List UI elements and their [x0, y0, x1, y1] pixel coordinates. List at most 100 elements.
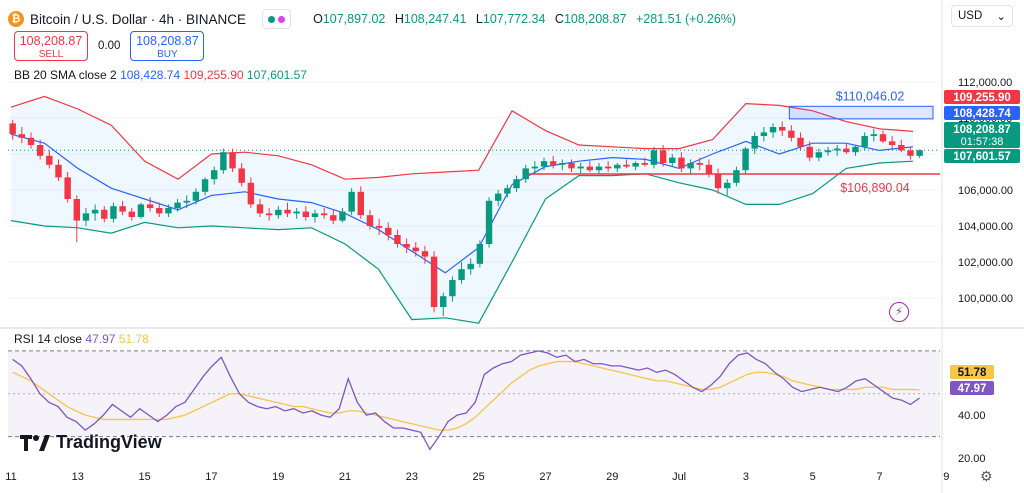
x-tick-label: 13 [72, 471, 84, 483]
candle [293, 208, 300, 219]
candle-body [458, 269, 465, 280]
tv-logo-icon [20, 434, 50, 451]
candle-body [669, 157, 676, 163]
x-tick-label: 17 [205, 471, 217, 483]
candle [9, 119, 16, 140]
candle-body [247, 182, 255, 205]
candle [211, 166, 218, 185]
candle [128, 208, 135, 221]
chart-header: ₿ Bitcoin / U.S. Dollar · 4h · BINANCE O… [8, 9, 742, 29]
candle [357, 186, 364, 219]
rsi-y-tick-label: 20.00 [958, 453, 986, 465]
candle [284, 202, 291, 217]
candle [449, 276, 456, 302]
candle [650, 146, 658, 169]
rsi-y-tick-label: 40.00 [958, 410, 986, 422]
candle-body [73, 199, 81, 221]
rsi-ma-line [12, 360, 920, 431]
candle [430, 251, 438, 313]
candle-body [632, 163, 639, 167]
candle-body [678, 157, 685, 169]
y-tick-label: 106,000.00 [958, 185, 1013, 197]
resistance-box [788, 105, 934, 120]
symbol-title[interactable]: Bitcoin / U.S. Dollar · 4h · BINANCE [30, 11, 247, 27]
candle [119, 200, 126, 216]
candle [778, 121, 786, 136]
candle [549, 155, 557, 169]
bb-legend[interactable]: BB 20 SMA close 2 108,428.74 109,255.90 … [14, 68, 307, 82]
rsi-axis-label-text: 47.97 [958, 383, 987, 395]
buy-button[interactable]: 108,208.87 BUY [130, 31, 205, 61]
candle [110, 202, 117, 223]
candle-body [724, 182, 731, 189]
candle-body [888, 141, 896, 145]
candle [513, 175, 520, 192]
price-axis-label-text: 108,428.74 [953, 108, 1011, 120]
x-tick-label: 29 [606, 471, 618, 483]
candle-body [91, 209, 99, 214]
candle [82, 208, 90, 226]
rsi-axis-label-text: 51.78 [958, 367, 987, 379]
candle-body [522, 168, 529, 180]
candle [46, 150, 53, 169]
settings-icon[interactable]: ⚙ [980, 468, 993, 484]
candle-body [449, 280, 456, 297]
candle [604, 161, 612, 172]
candle [412, 242, 419, 257]
candle [879, 130, 887, 144]
candle-body [183, 200, 190, 203]
candle [705, 159, 713, 178]
candle [440, 292, 447, 316]
candle [659, 145, 667, 167]
candle-body [55, 164, 62, 178]
candle [714, 168, 722, 194]
chevron-down-icon: ⌄ [996, 11, 1006, 23]
candle-body [769, 127, 777, 133]
candle-body [394, 235, 401, 244]
candle-body [861, 136, 868, 147]
candle [852, 145, 859, 156]
candle [907, 146, 914, 160]
candle-body [687, 163, 694, 169]
candle [769, 123, 777, 138]
rsi-legend[interactable]: RSI 14 close 47.97 51.78 [14, 332, 149, 346]
candle-body [165, 208, 172, 214]
candle [183, 195, 190, 208]
price-axis-label-text: 107,601.57 [953, 151, 1011, 163]
candle-body [192, 191, 200, 201]
candle-body [320, 213, 328, 216]
price-axis-label [944, 149, 1020, 163]
candle [146, 197, 154, 212]
x-tick-label: 23 [406, 471, 418, 483]
candle [577, 163, 584, 174]
candle-body [833, 148, 841, 151]
candle-body [650, 150, 658, 165]
x-tick-label: 5 [810, 471, 816, 483]
candle-body [577, 166, 584, 169]
candle [760, 127, 768, 142]
status-dots[interactable] [262, 9, 292, 29]
candle [540, 157, 548, 171]
candle-body [485, 200, 493, 244]
candle-body [898, 145, 905, 151]
candle [898, 139, 905, 153]
candle-body [659, 150, 667, 163]
sell-button[interactable]: 108,208.87 SELL [14, 31, 88, 61]
bitcoin-icon: ₿ [8, 11, 24, 27]
candle [201, 177, 209, 196]
currency-select[interactable]: USD ⌄ [951, 5, 1013, 27]
candle [788, 125, 795, 142]
candle-body [27, 137, 35, 145]
candle [403, 238, 410, 253]
candle-body [696, 163, 703, 165]
y-tick-label: 104,000.00 [958, 221, 1013, 233]
flash-icon[interactable]: ⚡ [889, 302, 909, 322]
candle-body [357, 191, 364, 216]
candle-body [623, 164, 630, 167]
x-tick-label: 19 [272, 471, 284, 483]
candle-body [751, 136, 758, 149]
bb-lower-line [10, 160, 913, 324]
x-tick-label: 7 [876, 471, 882, 483]
candle-body [146, 204, 154, 208]
